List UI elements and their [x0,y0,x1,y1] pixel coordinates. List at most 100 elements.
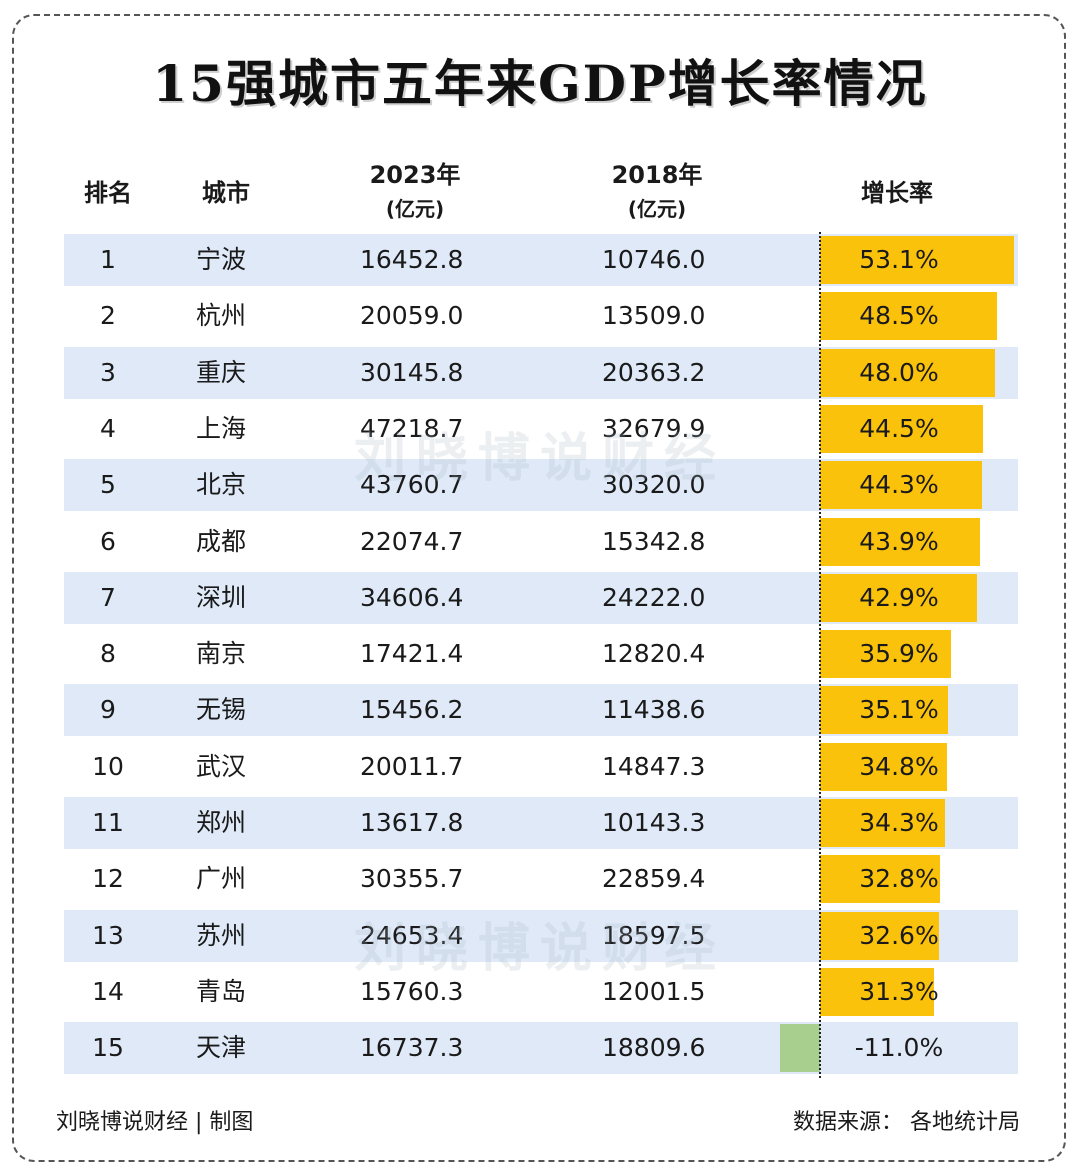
city-cell: 广州 [196,864,247,894]
growth-rate-label: 34.3% [859,808,939,837]
growth-rate-label: 48.5% [859,301,939,331]
rank-cell: 13 [92,920,124,950]
gdp-2023-cell: 30145.8 [360,357,464,387]
rank-cell: 8 [100,639,116,669]
growth-bar [820,348,996,397]
growth-bar [820,517,981,566]
city-cell: 青岛 [196,976,247,1006]
growth-rate-label: 31.3% [859,976,939,1006]
growth-rate-label: 35.1% [859,695,939,725]
gdp-2018-cell: 12001.5 [602,976,706,1006]
gdp-2023-cell: 20011.7 [360,751,464,781]
gdp-2023-cell: 13617.8 [360,808,464,837]
gdp-2023-cell: 24653.4 [360,920,464,950]
gdp-2023-cell: 17421.4 [360,639,464,669]
header-2023-unit: (亿元) [385,197,445,221]
zero-axis-line [819,232,821,1078]
growth-rate-label: 48.0% [859,357,939,387]
gdp-2018-cell: 18809.6 [602,1033,706,1063]
growth-rate-label: 32.8% [859,864,939,894]
table-row: 10 武汉 20011.7 14847.3 34.8% [64,741,1018,793]
header-2018: 2018年 (亿元) [582,158,732,226]
gdp-2023-cell: 22074.7 [360,526,464,556]
rank-cell: 11 [92,808,124,837]
header-rank: 排名 [84,179,132,207]
gdp-2023-cell: 34606.4 [360,582,464,612]
table-row: 5 北京 43760.7 30320.0 44.3% [64,459,1018,512]
growth-rate-label: 35.9% [859,639,939,669]
footer-credit: 刘晓博说财经 | 制图 [56,1110,254,1135]
table-row: 1 宁波 16452.8 10746.0 53.1% [64,234,1018,286]
growth-bar [820,686,949,735]
header-2018-year: 2018年 [611,161,703,189]
rank-cell: 4 [100,413,116,443]
growth-bar [779,1024,820,1073]
gdp-2018-cell: 10746.0 [602,245,706,274]
header-rate: 增长率 [861,179,933,207]
growth-bar [820,742,948,791]
gdp-2023-cell: 16452.8 [360,245,464,274]
growth-rate-label: 53.1% [859,245,939,274]
growth-bar [820,967,935,1016]
table-row: 3 重庆 30145.8 20363.2 48.0% [64,346,1018,399]
city-cell: 郑州 [196,808,247,837]
gdp-2023-cell: 15760.3 [360,976,464,1006]
table-row: 15 天津 16737.3 18809.6 -11.0% [64,1022,1018,1075]
header-2023: 2023年 (亿元) [340,158,490,226]
table-row: 12 广州 30355.7 22859.4 32.8% [64,853,1018,905]
growth-bar [820,855,940,904]
gdp-2018-cell: 22859.4 [602,864,706,894]
table-row: 13 苏州 24653.4 18597.5 32.6% [64,909,1018,962]
table-row: 6 成都 22074.7 15342.8 43.9% [64,516,1018,568]
growth-bar [820,630,952,679]
header-2023-year: 2023年 [369,161,461,189]
rank-cell: 5 [100,470,116,500]
gdp-2023-cell: 15456.2 [360,695,464,725]
footer-source: 数据来源： 各地统计局 [793,1110,1020,1135]
growth-rate-label: 32.6% [859,920,939,950]
rank-cell: 3 [100,357,116,387]
growth-rate-label: 44.3% [859,470,939,500]
rank-cell: 9 [100,695,116,725]
watermark: 刘晓博说财经 [353,429,726,489]
gdp-2018-cell: 10143.3 [602,808,706,837]
dashed-frame [12,14,1066,1162]
growth-rate-label: 44.5% [859,413,939,443]
growth-rate-label: -11.0% [854,1033,944,1063]
header-2018-unit: (亿元) [627,197,687,221]
city-cell: 北京 [196,470,247,500]
gdp-2023-cell: 43760.7 [360,470,464,500]
city-cell: 上海 [196,413,247,443]
table-row: 8 南京 17421.4 12820.4 35.9% [64,628,1018,680]
table-row: 11 郑州 13617.8 10143.3 34.3% [64,797,1018,849]
table-row: 4 上海 47218.7 32679.9 44.5% [64,403,1018,455]
rank-cell: 15 [92,1033,124,1063]
gdp-2018-cell: 18597.5 [602,920,706,950]
rank-cell: 2 [100,301,116,331]
growth-rate-label: 34.8% [859,751,939,781]
gdp-2018-cell: 14847.3 [602,751,706,781]
gdp-2018-cell: 12820.4 [602,639,706,669]
gdp-2023-cell: 47218.7 [360,413,464,443]
growth-bar [820,461,982,510]
rank-cell: 14 [92,976,124,1006]
table-row: 9 无锡 15456.2 11438.6 35.1% [64,684,1018,737]
header-city: 城市 [202,179,250,207]
growth-bar [820,236,1014,284]
city-cell: 重庆 [196,357,247,387]
rank-cell: 12 [92,864,124,894]
table-row: 7 深圳 34606.4 24222.0 42.9% [64,571,1018,624]
city-cell: 杭州 [196,301,247,331]
table-row: 2 杭州 20059.0 13509.0 48.5% [64,290,1018,342]
rank-cell: 7 [100,582,116,612]
rank-cell: 1 [100,245,116,274]
gdp-2023-cell: 16737.3 [360,1033,464,1063]
city-cell: 无锡 [196,695,247,725]
growth-bar [820,292,998,341]
gdp-2018-cell: 20363.2 [602,357,706,387]
city-cell: 深圳 [196,582,247,612]
watermark: 刘晓博说财经 [353,919,726,979]
rank-cell: 6 [100,526,116,556]
table-row: 14 青岛 15760.3 12001.5 31.3% [64,966,1018,1018]
chart-title: 15强城市五年来GDP增长率情况 [152,54,928,113]
